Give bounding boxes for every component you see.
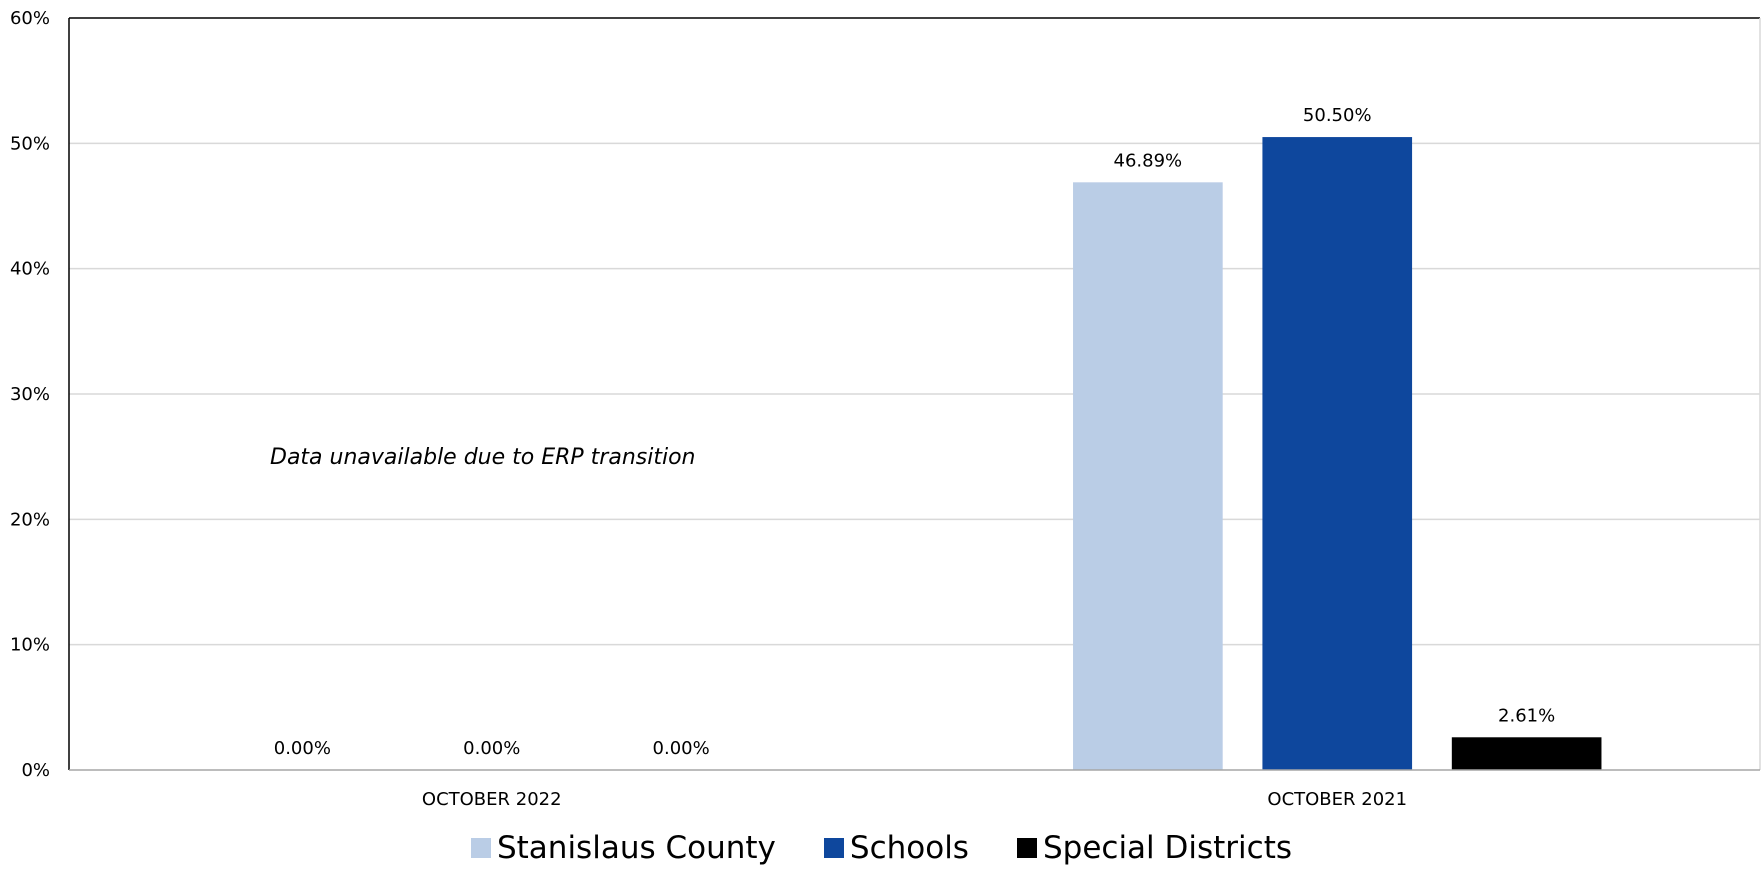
annotation-text: Data unavailable due to ERP transition <box>270 445 695 470</box>
y-tick-label: 0% <box>21 760 50 781</box>
y-tick-label: 30% <box>10 384 50 405</box>
y-axis: 0% 10% 20% 30% 40% 50% 60% <box>10 8 50 781</box>
y-tick-label: 10% <box>10 635 50 656</box>
bar <box>1262 137 1413 771</box>
data-label: 2.61% <box>1498 705 1555 726</box>
legend-item: Stanislaus County <box>470 830 776 866</box>
gridlines <box>68 17 1761 770</box>
legend-label: Special Districts <box>1042 830 1293 866</box>
y-tick-label: 20% <box>10 509 50 530</box>
legend: Stanislaus County Schools Special District… <box>0 830 1763 866</box>
y-tick-label: 60% <box>10 8 50 29</box>
legend-label: Schools <box>849 830 969 866</box>
x-tick-label: OCTOBER 2022 <box>422 789 562 810</box>
legend-item: Schools <box>823 830 969 866</box>
x-tick-label: OCTOBER 2021 <box>1267 789 1407 810</box>
x-axis: OCTOBER 2022 OCTOBER 2021 <box>69 769 1760 810</box>
y-tick-label: 40% <box>10 259 50 280</box>
data-labels: 0.00% 0.00% 0.00% 46.89% 50.50% 2.61% <box>274 105 1555 759</box>
bar <box>1451 737 1602 770</box>
legend-swatch <box>823 838 844 858</box>
legend-swatch <box>470 838 491 858</box>
data-label: 0.00% <box>653 738 710 759</box>
legend-item: Special Districts <box>1016 830 1293 866</box>
data-label: 0.00% <box>274 738 331 759</box>
data-label: 46.89% <box>1114 150 1183 171</box>
data-label: 0.00% <box>463 738 520 759</box>
bar-chart: 0% 10% 20% 30% 40% 50% 60% 0.00% 0.00% 0.00% 46.8… <box>10 8 1761 810</box>
legend-swatch <box>1016 838 1037 858</box>
data-label: 50.50% <box>1303 105 1372 126</box>
bars <box>1073 137 1602 771</box>
bar <box>1073 182 1223 770</box>
y-tick-label: 50% <box>10 133 50 154</box>
legend-label: Stanislaus County <box>496 830 776 866</box>
